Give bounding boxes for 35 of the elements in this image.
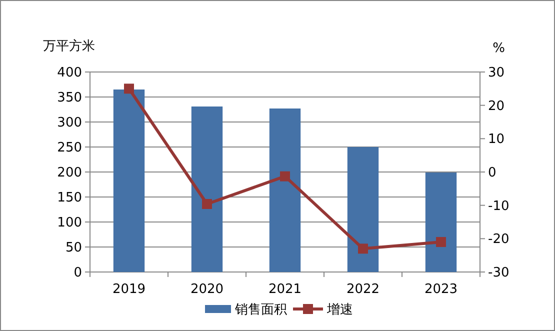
legend-label: 销售面积 bbox=[234, 302, 287, 318]
y-tick-label: 300 bbox=[57, 116, 82, 131]
y2-tick-label: 20 bbox=[488, 98, 505, 114]
bar bbox=[191, 106, 223, 272]
point bbox=[202, 199, 212, 209]
y2-tick-label: 10 bbox=[488, 132, 505, 148]
legend-label: 增速 bbox=[326, 302, 353, 318]
y2-tick-label: -10 bbox=[488, 198, 510, 214]
bar bbox=[113, 90, 145, 272]
point bbox=[280, 171, 290, 182]
bar bbox=[347, 147, 379, 272]
y-axis-title: 万平方米 bbox=[43, 38, 95, 54]
x-tick-label: 2019 bbox=[112, 282, 146, 297]
bar bbox=[425, 172, 457, 272]
y-tick-label: 250 bbox=[57, 140, 82, 156]
x-tick-label: 2021 bbox=[268, 282, 302, 297]
point bbox=[436, 237, 446, 247]
point bbox=[358, 244, 368, 254]
y-tick-label: 400 bbox=[57, 66, 82, 81]
y-tick-label: 0 bbox=[74, 266, 82, 281]
bar bbox=[269, 108, 301, 272]
y2-tick-label: 30 bbox=[488, 66, 505, 81]
y-tick-label: 150 bbox=[57, 190, 82, 206]
point bbox=[124, 84, 134, 94]
y-tick-label: 50 bbox=[65, 240, 82, 256]
y-tick-label: 200 bbox=[57, 166, 82, 181]
x-tick-label: 2022 bbox=[346, 282, 380, 297]
y-tick-label: 100 bbox=[57, 216, 82, 231]
y-tick-label: 350 bbox=[57, 90, 82, 106]
x-tick-label: 2020 bbox=[190, 282, 224, 297]
x-tick-label: 2023 bbox=[424, 282, 458, 297]
y2-tick-label: -30 bbox=[488, 266, 510, 281]
y2-axis-title: % bbox=[492, 41, 505, 56]
y2-tick-label: 0 bbox=[488, 166, 496, 181]
y2-tick-label: -20 bbox=[488, 232, 510, 248]
